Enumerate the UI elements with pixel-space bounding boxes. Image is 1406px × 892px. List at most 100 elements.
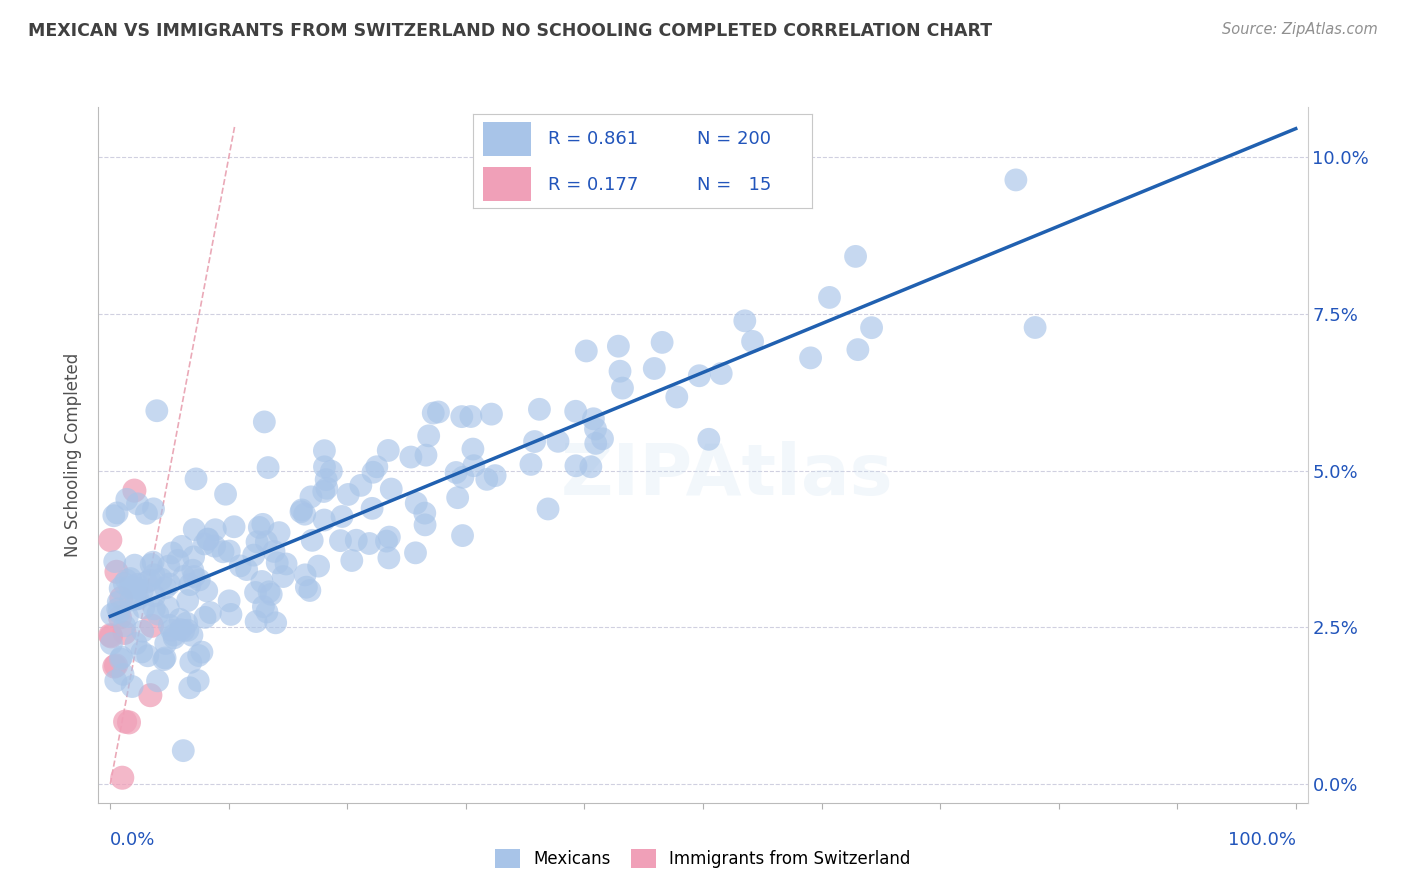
Y-axis label: No Schooling Completed: No Schooling Completed — [65, 353, 83, 557]
Point — [183, 569, 205, 583]
Point — [253, 415, 276, 429]
Point — [314, 443, 336, 458]
Point — [247, 520, 270, 534]
Point — [114, 626, 136, 640]
Point — [184, 472, 207, 486]
Point — [139, 688, 162, 702]
Point — [344, 533, 367, 548]
Point — [172, 744, 194, 758]
Point — [177, 624, 200, 638]
Point — [131, 583, 153, 598]
Point — [413, 517, 436, 532]
Text: Source: ZipAtlas.com: Source: ZipAtlas.com — [1222, 22, 1378, 37]
Point — [135, 575, 157, 590]
Point — [405, 496, 427, 510]
Point — [451, 528, 474, 542]
Point — [150, 572, 173, 586]
Point — [194, 610, 217, 624]
Point — [183, 549, 205, 564]
Point — [612, 381, 634, 395]
Point — [191, 645, 214, 659]
Point — [143, 602, 166, 616]
Point — [710, 367, 733, 381]
Point — [187, 648, 209, 663]
Point — [446, 491, 468, 505]
Point — [375, 534, 398, 549]
Point — [321, 464, 343, 478]
Point — [405, 546, 427, 560]
Point — [105, 506, 128, 520]
Point — [422, 406, 444, 420]
Point — [176, 593, 198, 607]
Point — [415, 448, 437, 462]
Point — [195, 583, 218, 598]
Point — [98, 628, 121, 642]
Point — [131, 645, 153, 659]
Point — [120, 593, 142, 607]
Point — [169, 623, 191, 637]
Point — [142, 555, 165, 569]
Point — [427, 405, 450, 419]
Point — [124, 558, 146, 573]
Point — [585, 436, 607, 450]
Point — [100, 629, 122, 643]
Point — [114, 714, 136, 729]
Point — [169, 612, 191, 626]
Point — [110, 591, 132, 606]
Legend: Mexicans, Immigrants from Switzerland: Mexicans, Immigrants from Switzerland — [489, 842, 917, 874]
Point — [188, 573, 211, 587]
Point — [218, 594, 240, 608]
Point — [139, 573, 162, 587]
Point — [257, 584, 280, 599]
Point — [245, 615, 267, 629]
Point — [127, 497, 149, 511]
Point — [146, 673, 169, 688]
Point — [246, 534, 269, 549]
Point — [141, 619, 163, 633]
Point — [585, 422, 607, 436]
Point — [266, 556, 288, 570]
Point — [98, 533, 121, 547]
Point — [114, 619, 136, 633]
Point — [444, 466, 467, 480]
Point — [741, 334, 763, 349]
Point — [166, 553, 188, 567]
Point — [299, 490, 322, 504]
Point — [575, 343, 598, 358]
Point — [153, 652, 176, 666]
Point — [157, 577, 180, 591]
Point — [120, 572, 142, 586]
Point — [520, 458, 543, 472]
Point — [187, 673, 209, 688]
Point — [337, 487, 360, 501]
Point — [115, 492, 138, 507]
Point — [481, 407, 503, 421]
Point — [264, 615, 287, 630]
Point — [245, 585, 267, 599]
Point — [124, 483, 146, 498]
Point — [112, 576, 135, 591]
Point — [157, 618, 180, 632]
Point — [330, 509, 353, 524]
Point — [100, 637, 122, 651]
Point — [413, 506, 436, 520]
Point — [609, 364, 631, 378]
Point — [157, 600, 180, 615]
Point — [688, 368, 710, 383]
Point — [110, 652, 132, 666]
Point — [136, 648, 159, 663]
Point — [143, 589, 166, 603]
Point — [734, 314, 756, 328]
Point — [179, 681, 201, 695]
Point — [176, 616, 198, 631]
Point — [170, 540, 193, 554]
Text: ZIPAtlas: ZIPAtlas — [561, 442, 893, 510]
Point — [110, 650, 132, 665]
Point — [125, 636, 148, 650]
Point — [451, 470, 474, 484]
Point — [256, 605, 278, 619]
Point — [160, 624, 183, 638]
Point — [460, 409, 482, 424]
Point — [697, 432, 720, 446]
Point — [118, 580, 141, 594]
